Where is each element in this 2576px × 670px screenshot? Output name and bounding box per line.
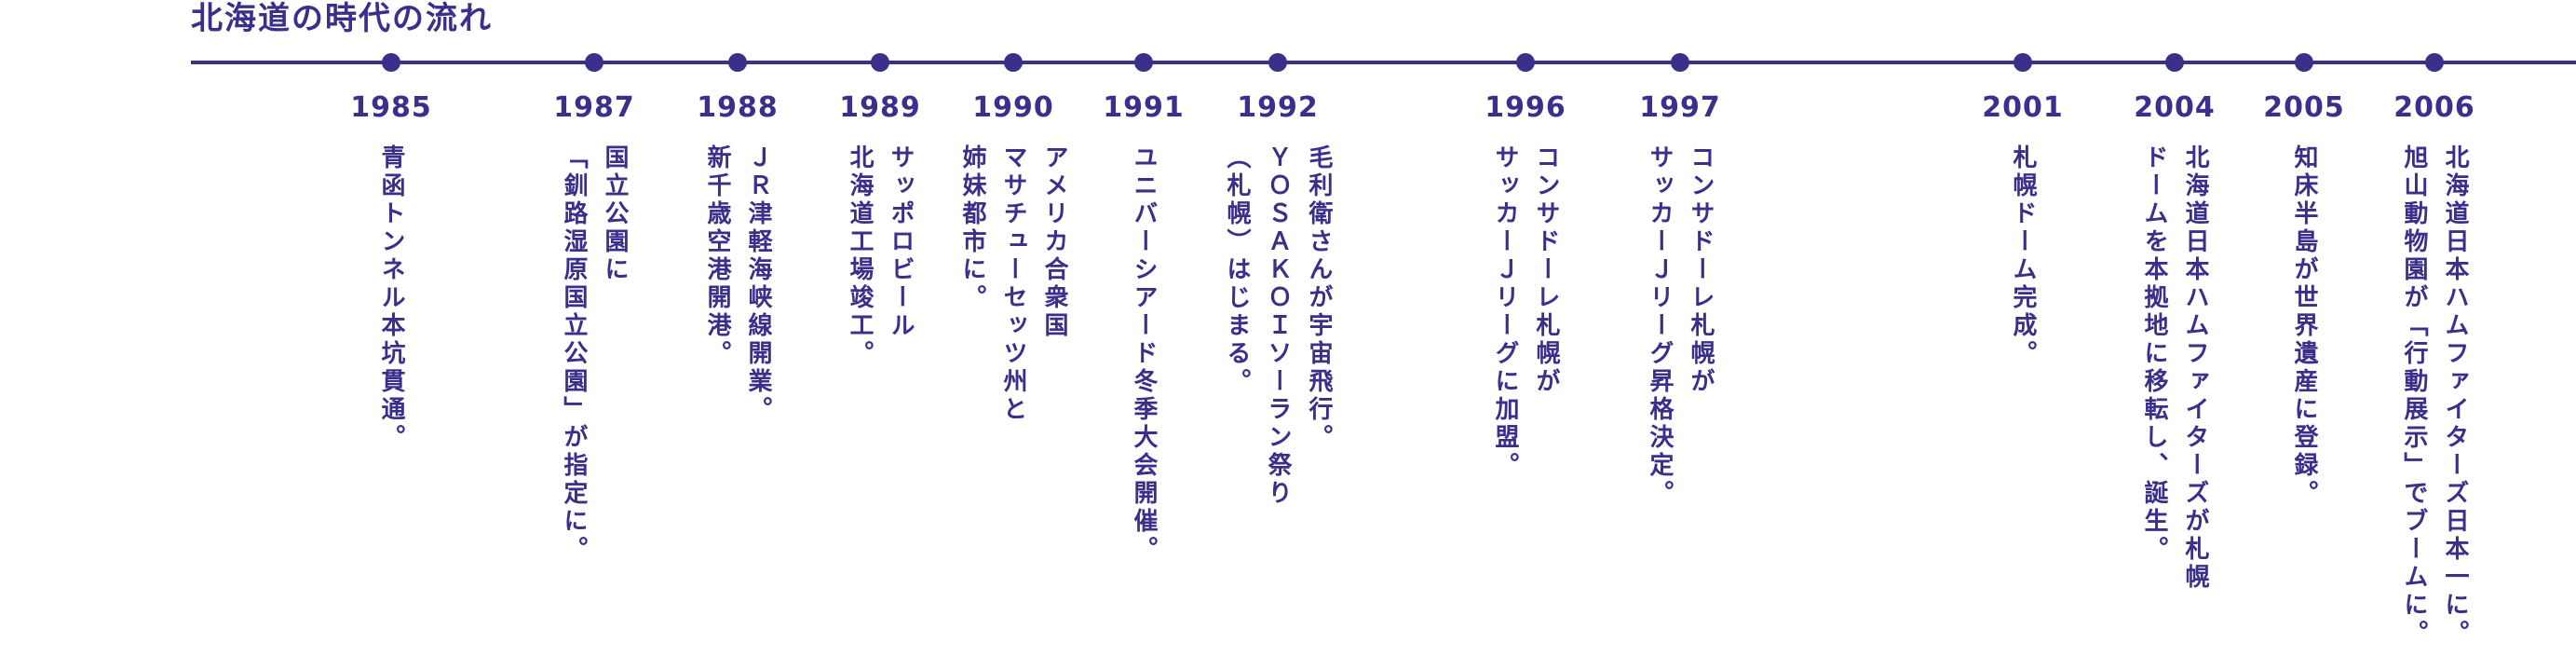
timeline-description-line: 知床半島が世界遺産に登録。 xyxy=(2290,144,2318,508)
timeline-description: 国立公園に 「釧路湿原国立公園」が指定に。 xyxy=(553,144,635,666)
timeline-description: 毛利衛さんが宇宙飛行。 ＹＯＳＡＫＯＩソーラン祭り （札幌）はじまる。 xyxy=(1216,144,1339,666)
timeline-description: アメリカ合衆国 マサチューセッツ州と 姉妹都市に。 xyxy=(952,144,1075,666)
timeline-description: 知床半島が世界遺産に登録。 xyxy=(2284,144,2325,666)
timeline-year: 1985 xyxy=(350,91,432,124)
timeline-year: 2006 xyxy=(2393,91,2475,124)
timeline-description-line: マサチューセッツ州と xyxy=(999,144,1027,424)
timeline-dot xyxy=(1134,53,1153,72)
timeline-year: 1997 xyxy=(1639,91,1721,124)
timeline-description-line: 姉妹都市に。 xyxy=(958,144,986,312)
timeline-description-line: 旭山動物園が「行動展示」でブームに。 xyxy=(2400,144,2428,648)
timeline-year: 2004 xyxy=(2134,91,2216,124)
timeline-description-line: 「釧路湿原国立公園」が指定に。 xyxy=(560,144,588,564)
timeline-description: コンサドーレ札幌が サッカーＪリーグに加盟。 xyxy=(1485,144,1566,666)
timeline-description-line: 北海道工場竣工。 xyxy=(846,144,874,368)
timeline-description: 青函トンネル本坑貫通。 xyxy=(371,144,412,666)
timeline-year: 1990 xyxy=(972,91,1054,124)
timeline-year: 1987 xyxy=(553,91,635,124)
timeline-year: 1992 xyxy=(1237,91,1319,124)
timeline-description-line: コンサドーレ札幌が xyxy=(1532,144,1560,396)
timeline-dot xyxy=(2425,53,2444,72)
timeline-dot xyxy=(2295,53,2313,72)
timeline-axis-line xyxy=(191,61,2576,64)
timeline-description-line: 札幌ドーム完成。 xyxy=(2009,144,2037,368)
timeline-description-line: 国立公園に xyxy=(601,144,629,284)
timeline-year: 1991 xyxy=(1103,91,1185,124)
timeline-description-line: コンサドーレ札幌が xyxy=(1687,144,1715,396)
timeline-year: 2001 xyxy=(1982,91,2064,124)
timeline-year: 2005 xyxy=(2263,91,2345,124)
timeline-title: 北海道の時代の流れ xyxy=(191,0,493,37)
timeline-dot xyxy=(2165,53,2184,72)
timeline-description-line: ドームを本拠地に移転し、誕生。 xyxy=(2140,144,2168,564)
timeline-description-line: 北海道日本ハムファイターズが札幌 xyxy=(2181,144,2209,592)
timeline-description-line: 新千歳空港開港。 xyxy=(703,144,731,368)
timeline-description: 北海道日本ハムファイターズ日本一に。 旭山動物園が「行動展示」でブームに。 xyxy=(2393,144,2475,666)
timeline-description-line: ユニバーシアード冬季大会開催。 xyxy=(1130,144,1158,564)
timeline-description: コンサドーレ札幌が サッカーＪリーグ昇格決定。 xyxy=(1639,144,1721,666)
timeline-description-line: アメリカ合衆国 xyxy=(1040,144,1068,340)
timeline-year: 1996 xyxy=(1485,91,1566,124)
timeline-description-line: ＹＯＳＡＫＯＩソーラン祭り xyxy=(1264,144,1292,508)
timeline-description-line: ＪＲ津軽海峡線開業。 xyxy=(744,144,772,424)
timeline-description-line: サッカーＪリーグ昇格決定。 xyxy=(1646,144,1674,508)
timeline-description: ＪＲ津軽海峡線開業。 新千歳空港開港。 xyxy=(697,144,779,666)
timeline-year: 1988 xyxy=(697,91,779,124)
timeline-dot xyxy=(585,53,603,72)
timeline-description: 北海道日本ハムファイターズが札幌 ドームを本拠地に移転し、誕生。 xyxy=(2134,144,2216,666)
timeline-description: ユニバーシアード冬季大会開催。 xyxy=(1123,144,1164,666)
timeline-dot xyxy=(1516,53,1535,72)
timeline-description-line: サッポロビール xyxy=(887,144,915,340)
timeline-dot xyxy=(871,53,889,72)
timeline-description-line: 毛利衛さんが宇宙飛行。 xyxy=(1305,144,1333,452)
timeline-dot xyxy=(1004,53,1023,72)
timeline-description-line: サッカーＪリーグに加盟。 xyxy=(1491,144,1519,480)
timeline-description-line: （札幌）はじまる。 xyxy=(1223,144,1251,396)
timeline-description: サッポロビール 北海道工場竣工。 xyxy=(839,144,921,666)
timeline-description-line: 北海道日本ハムファイターズ日本一に。 xyxy=(2441,144,2469,648)
timeline-dot xyxy=(382,53,400,72)
timeline-description-line: 青函トンネル本坑貫通。 xyxy=(377,144,405,452)
timeline-dot xyxy=(728,53,747,72)
timeline-description: 札幌ドーム完成。 xyxy=(2002,144,2043,666)
timeline-dot xyxy=(1671,53,1689,72)
timeline-dot xyxy=(2013,53,2032,72)
timeline-year: 1989 xyxy=(839,91,921,124)
timeline-dot xyxy=(1268,53,1287,72)
